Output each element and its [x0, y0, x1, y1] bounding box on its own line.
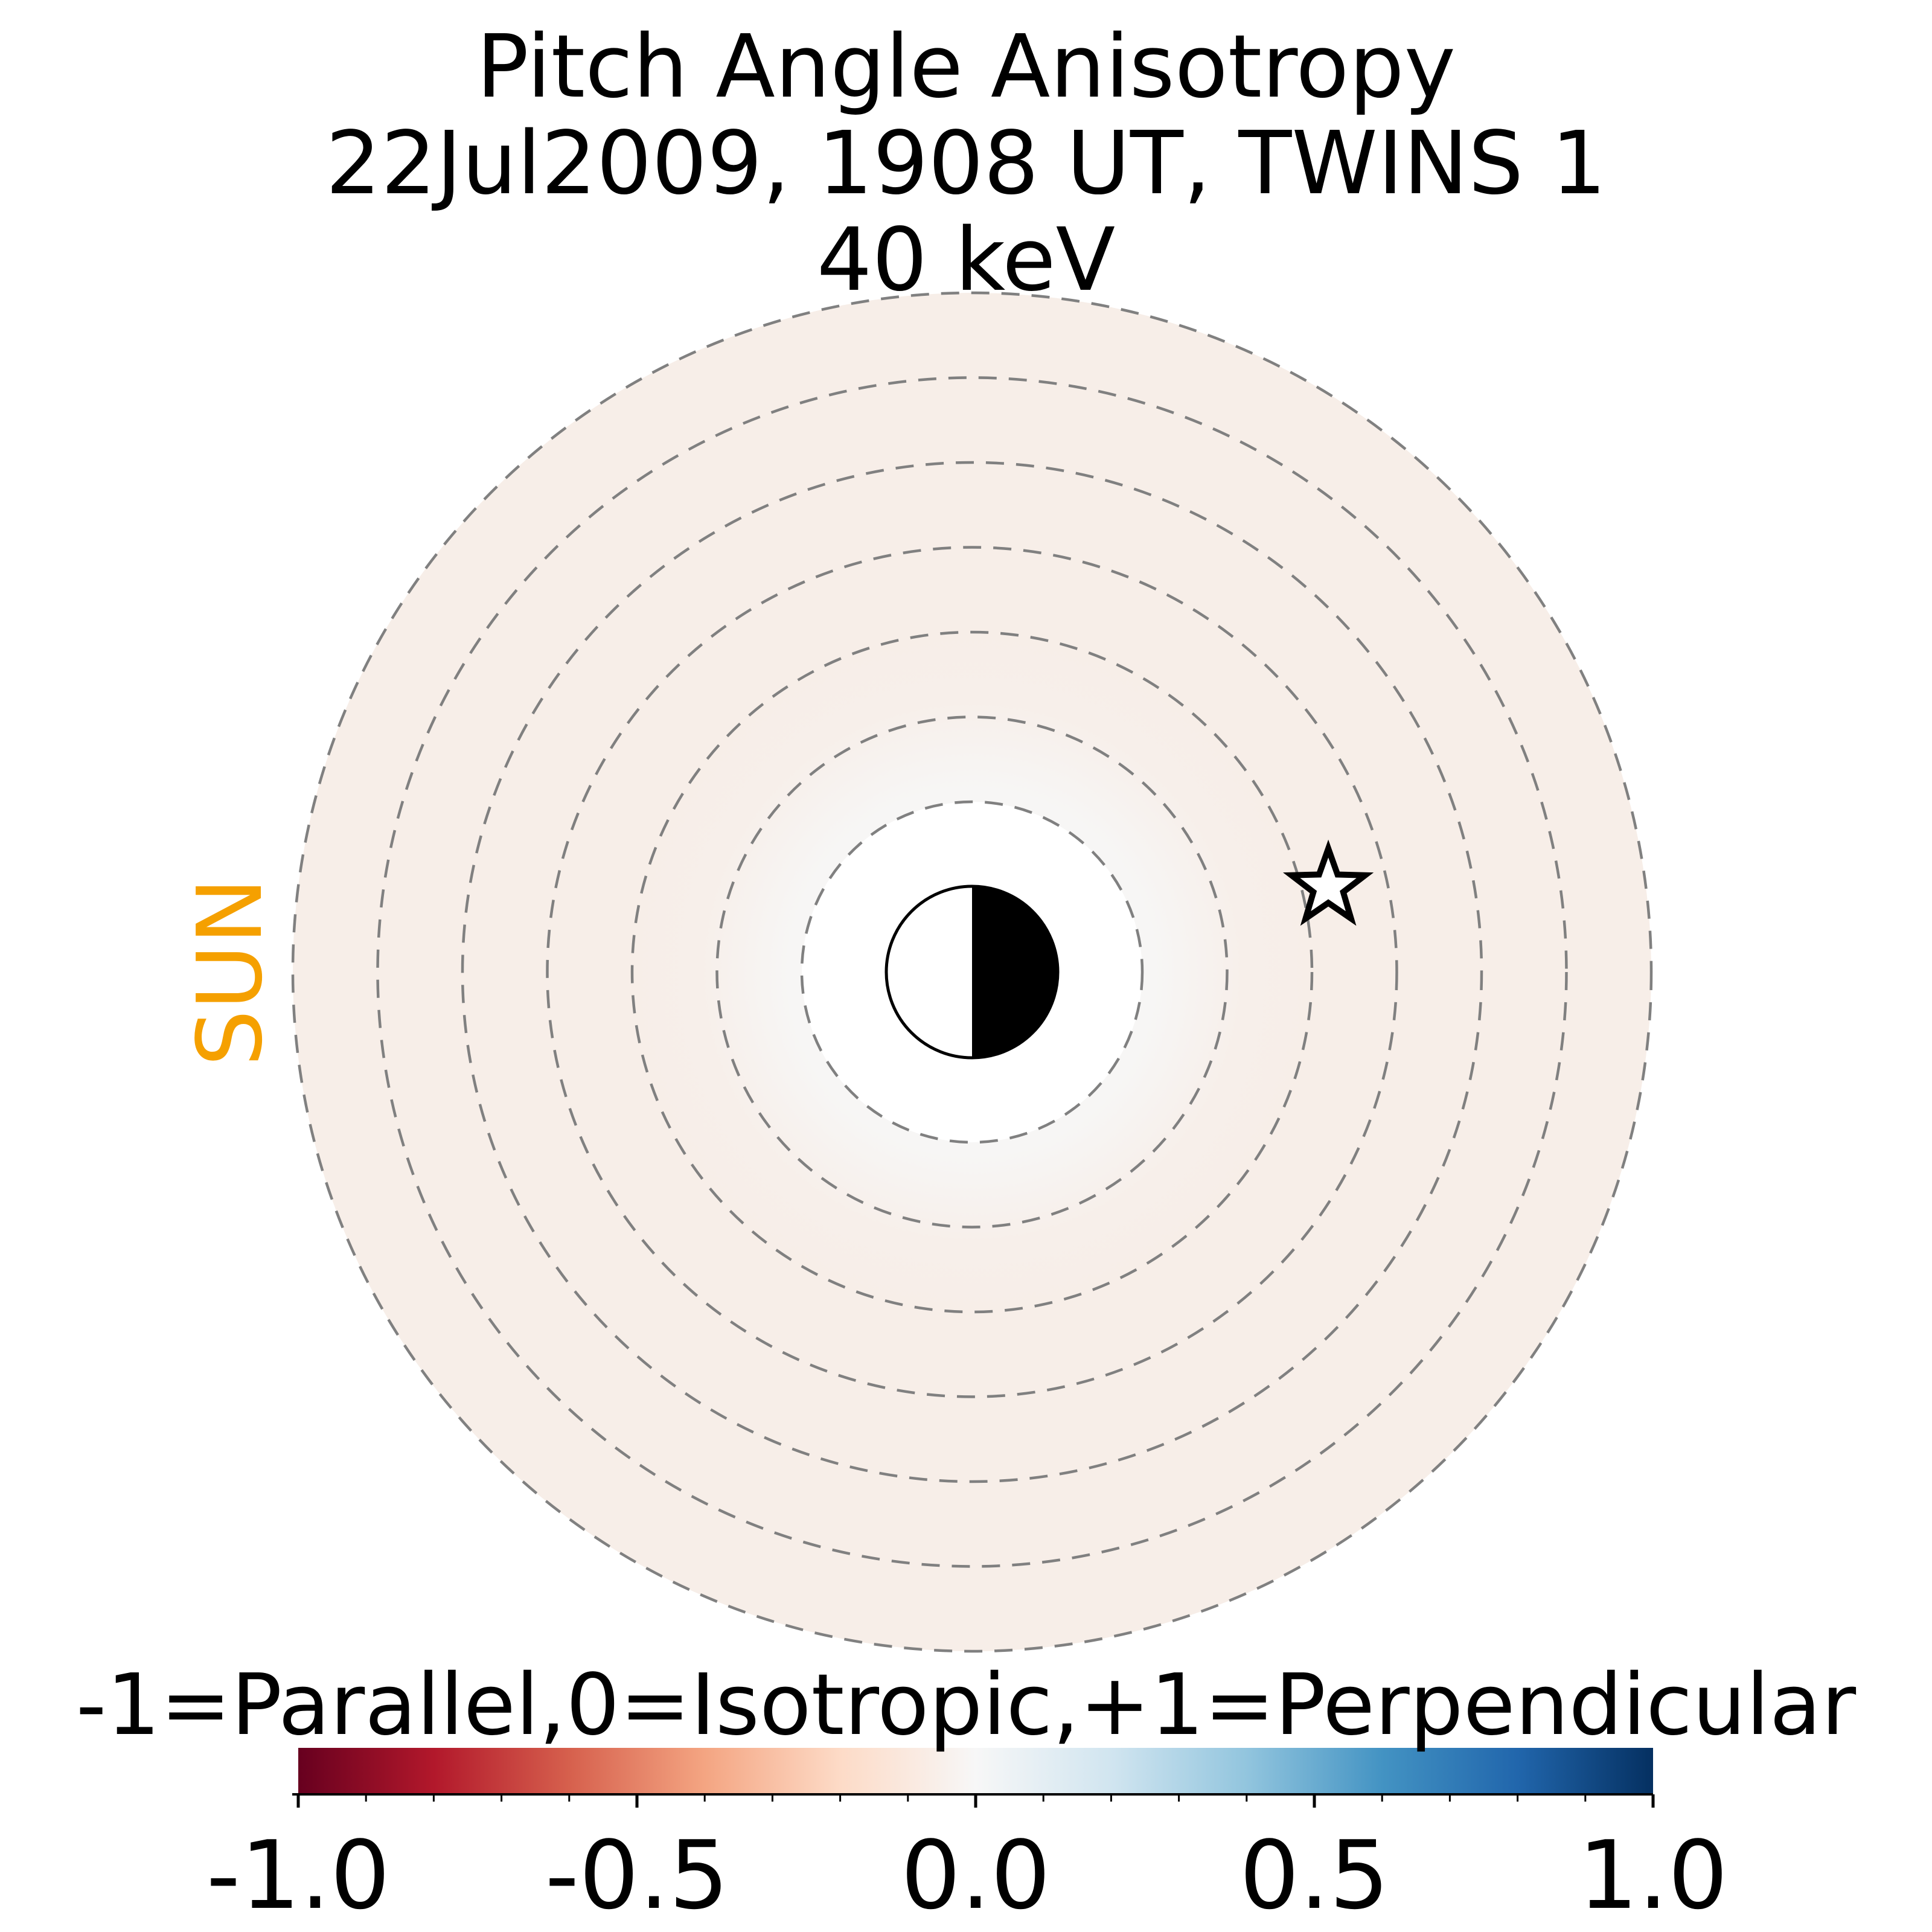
chart-title-line-1: Pitch Angle Anisotropy [476, 16, 1456, 117]
colorbar [292, 1748, 1655, 1808]
earth-night-side [972, 886, 1058, 1058]
colorbar-gradient [298, 1748, 1653, 1794]
earth-day-side [886, 886, 972, 1058]
colorbar-tick-label: 0.5 [1239, 1820, 1390, 1930]
colorbar-tick-label: -0.5 [545, 1820, 729, 1930]
colorbar-label: -1=Parallel,0=Isotropic,+1=Perpendicular [75, 1656, 1857, 1754]
ring-r6 [461, 461, 1483, 1483]
ring-r7 [376, 376, 1568, 1568]
ring-r3 [715, 715, 1229, 1229]
ring-r4 [630, 630, 1314, 1314]
colorbar-ticks [292, 1793, 1655, 1808]
earth [884, 884, 1060, 1060]
sun-label: SUN [178, 878, 282, 1067]
colorbar-tick-label: 1.0 [1578, 1820, 1729, 1930]
chart-title-line-2: 22Jul2009, 1908 UT, TWINS 1 [325, 112, 1607, 214]
ring-r5 [546, 546, 1398, 1398]
spacecraft-star-icon [1282, 839, 1374, 926]
chart-title-line-3: 40 keV [816, 209, 1116, 310]
earth-outline [884, 884, 1060, 1060]
colorbar-tick-label: -1.0 [206, 1820, 391, 1930]
ring-r2 [800, 800, 1144, 1144]
colorbar-tick-label: 0.0 [900, 1820, 1051, 1930]
distance-rings [291, 291, 1653, 1653]
ring-r8 [291, 291, 1653, 1653]
